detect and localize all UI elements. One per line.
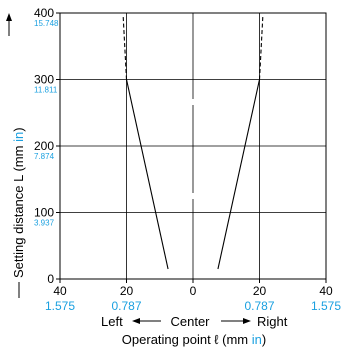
series-lines — [122, 16, 264, 270]
series-1-dashed-line — [258, 16, 264, 80]
x-tick-in-label-0: 1.575 — [45, 299, 75, 313]
y-tick-in-label-3: 15.748 — [34, 19, 59, 28]
axes — [56, 12, 327, 283]
tick-labels: 40 20 0 20 401.575 0.787 0.787 1.57501002003004… — [34, 6, 341, 313]
series-0-dashed-line — [122, 16, 128, 80]
y-tick-in-label-2: 11.811 — [34, 86, 58, 95]
x-tick-in-label-1: 0.787 — [111, 299, 141, 313]
x-tick-label-3: 20 — [253, 284, 267, 298]
series-1-solid-line — [217, 79, 261, 270]
y-tick-label-3: 300 — [34, 73, 54, 87]
y-tick-label-2: 200 — [34, 139, 54, 153]
x-tick-label-0: 40 — [53, 284, 67, 298]
y-tick-label-1: 100 — [34, 206, 54, 220]
x-direction-left: Left — [101, 314, 123, 329]
x-direction-right: Right — [257, 314, 288, 329]
y-tick-in-label-1: 7.874 — [34, 152, 55, 161]
y-tick-label-4: 400 — [34, 6, 54, 20]
x-tick-label-2: 0 — [190, 284, 197, 298]
series-0-solid-line — [125, 79, 169, 270]
y-axis-arrow — [6, 13, 12, 36]
x-axis-title: Operating point ℓ (mm in) — [122, 332, 266, 347]
left-arrow — [132, 318, 161, 324]
y-tick-in-label-0: 3.937 — [34, 219, 55, 228]
center-gap-lower — [191, 193, 195, 199]
x-tick-label-1: 20 — [120, 284, 134, 298]
y-axis-title: Setting distance L (mm in) — [11, 127, 26, 278]
x-tick-in-label-3: 1.575 — [311, 299, 341, 313]
grid — [59, 12, 327, 280]
right-arrow — [221, 318, 251, 324]
center-gap-upper — [191, 99, 195, 105]
x-direction-center: Center — [170, 314, 210, 329]
x-tick-in-label-2: 0.787 — [244, 299, 274, 313]
y-axis-title-group: Setting distance L (mm in) — [11, 127, 26, 298]
x-tick-label-4: 40 — [319, 284, 333, 298]
y-tick-label-0: 0 — [47, 272, 54, 286]
